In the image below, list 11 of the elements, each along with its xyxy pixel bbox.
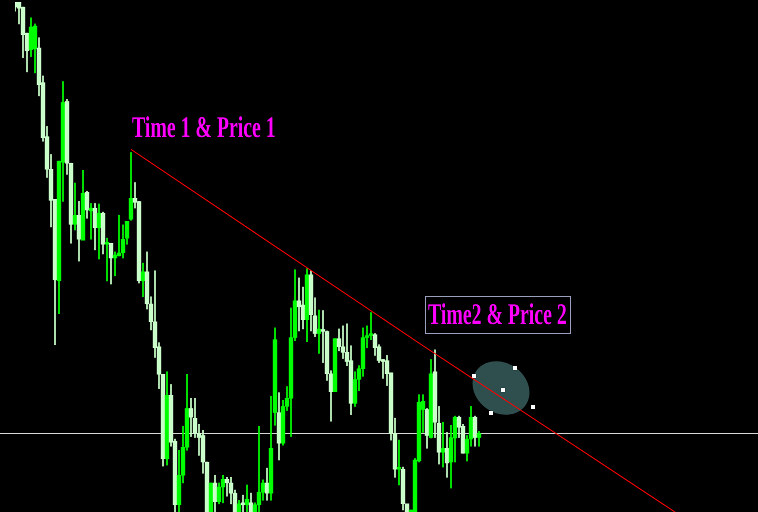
candlestick	[112, 252, 118, 276]
annotation: Time2 & Price 2	[428, 297, 567, 333]
candlestick	[296, 278, 302, 332]
candlestick	[256, 426, 262, 512]
candlestick	[244, 484, 250, 512]
candlestick	[188, 398, 194, 437]
annotation: Time 1 & Price 1	[132, 110, 276, 146]
candlestick	[72, 182, 78, 230]
candlestick	[88, 203, 94, 240]
candlestick	[316, 310, 322, 354]
candlestick	[440, 422, 446, 468]
